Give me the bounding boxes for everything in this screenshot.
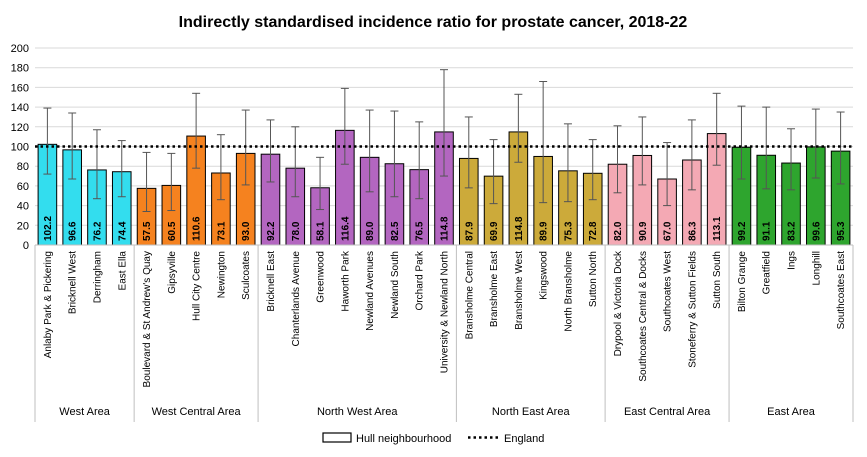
category-label: Newland Avenues	[365, 251, 376, 331]
data-label: 72.8	[588, 221, 599, 241]
data-label: 90.9	[638, 221, 649, 241]
data-label: 89.9	[539, 221, 550, 241]
group-label: West Central Area	[152, 406, 242, 418]
category-label: Sutton North	[588, 251, 599, 307]
category-label: Kingswood	[539, 251, 550, 300]
y-tick-label: 80	[17, 161, 29, 173]
data-label: 92.2	[266, 221, 277, 241]
category-label: University & Newland North	[440, 251, 451, 373]
category-label: Southcoates West	[663, 251, 674, 332]
group-label: North East Area	[492, 406, 571, 418]
category-label: Bricknell East	[266, 251, 277, 312]
y-tick-label: 180	[11, 63, 29, 75]
data-label: 102.2	[43, 216, 54, 241]
category-label: Anlaby Park & Pickering	[43, 251, 54, 358]
data-label: 76.2	[92, 221, 103, 241]
group-labels: West Area West Central Area North West Are…	[59, 406, 815, 418]
y-tick-label: 0	[23, 240, 29, 252]
group-label: East Central Area	[624, 406, 711, 418]
data-label: 67.0	[663, 221, 674, 241]
chart-title: Indirectly standardised incidence ratio …	[179, 14, 688, 31]
group-label: East Area	[767, 406, 816, 418]
category-label: Sculcoates	[241, 251, 252, 300]
category-label: North Bransholme	[563, 251, 574, 332]
legend: Hull neighbourhood England	[322, 432, 544, 445]
category-labels: Anlaby Park & Pickering Bricknell West Der…	[43, 250, 847, 387]
category-label: Haworth Park	[340, 250, 351, 312]
category-label: East Ella	[117, 251, 128, 291]
category-label: Newington	[216, 251, 227, 298]
category-label: Boulevard & St Andrew's Quay	[142, 251, 153, 387]
data-labels: 102.2 96.6 76.2 74.4 57.5 60.5 110.6 73.1 93.0 92…	[43, 216, 847, 241]
category-label: Longhill	[811, 251, 822, 285]
legend-label-england: England	[504, 433, 544, 445]
category-label: Gipsyville	[167, 251, 178, 294]
data-label: 82.0	[613, 221, 624, 241]
data-label: 86.3	[687, 221, 698, 241]
data-label: 87.9	[464, 221, 475, 241]
category-label: Bransholme East	[489, 251, 500, 327]
category-label: Newland South	[390, 251, 401, 319]
data-label: 99.6	[811, 221, 822, 241]
category-label: Bilton Grange	[737, 251, 748, 313]
category-label: Southcoates Central & Docks	[638, 251, 649, 382]
data-label: 57.5	[142, 221, 153, 241]
data-label: 91.1	[762, 221, 773, 241]
y-tick-label: 160	[11, 82, 29, 94]
y-tick-label: 100	[11, 142, 29, 154]
group-label: West Area	[59, 406, 110, 418]
category-label: Greatfield	[762, 251, 773, 294]
category-label: Orchard Park	[415, 250, 426, 310]
y-tick-label: 200	[11, 43, 29, 55]
data-label: 60.5	[167, 221, 178, 241]
category-label: Southcoates East	[836, 251, 847, 330]
category-label: Chanterlands Avenue	[291, 251, 302, 347]
group-label: North West Area	[317, 406, 398, 418]
category-label: Bransholme West	[514, 251, 525, 330]
data-label: 95.3	[836, 221, 847, 241]
data-label: 114.8	[440, 216, 451, 241]
data-label: 82.5	[390, 221, 401, 241]
y-tick-label: 140	[11, 102, 29, 114]
axes	[34, 244, 854, 422]
y-tick-label: 40	[17, 201, 29, 213]
data-label: 110.6	[192, 216, 203, 241]
category-label: Drypool & Victoria Dock	[613, 250, 624, 356]
category-label: Greenwood	[316, 251, 327, 303]
data-label: 99.2	[737, 221, 748, 241]
data-label: 58.1	[316, 221, 327, 241]
data-label: 113.1	[712, 216, 723, 241]
data-label: 116.4	[340, 216, 351, 241]
data-label: 73.1	[216, 221, 227, 241]
category-label: Derringham	[92, 251, 103, 303]
y-tick-label: 60	[17, 181, 29, 193]
legend-label-neighbourhood: Hull neighbourhood	[356, 433, 451, 445]
category-label: Sutton South	[712, 251, 723, 309]
y-tick-label: 120	[11, 122, 29, 134]
data-label: 83.2	[787, 221, 798, 241]
y-tick-label: 20	[17, 220, 29, 232]
legend-swatch-neighbourhood	[322, 432, 352, 443]
category-label: Hull City Centre	[192, 251, 203, 321]
data-label: 78.0	[291, 221, 302, 241]
data-label: 96.6	[68, 221, 79, 241]
data-label: 75.3	[563, 221, 574, 241]
data-label: 93.0	[241, 221, 252, 241]
error-bars	[43, 69, 845, 213]
category-label: Bricknell West	[68, 251, 79, 314]
y-axis: 0 20 40 60 80 100 120 140 160 180 200	[11, 43, 29, 252]
data-label: 114.8	[514, 216, 525, 241]
category-label: Stoneferry & Sutton Fields	[687, 251, 698, 368]
data-label: 89.0	[365, 221, 376, 241]
data-label: 69.9	[489, 221, 500, 241]
data-label: 74.4	[117, 221, 128, 241]
category-label: Ings	[787, 251, 798, 270]
category-label: Bransholme Central	[464, 251, 475, 339]
data-label: 76.5	[415, 221, 426, 241]
